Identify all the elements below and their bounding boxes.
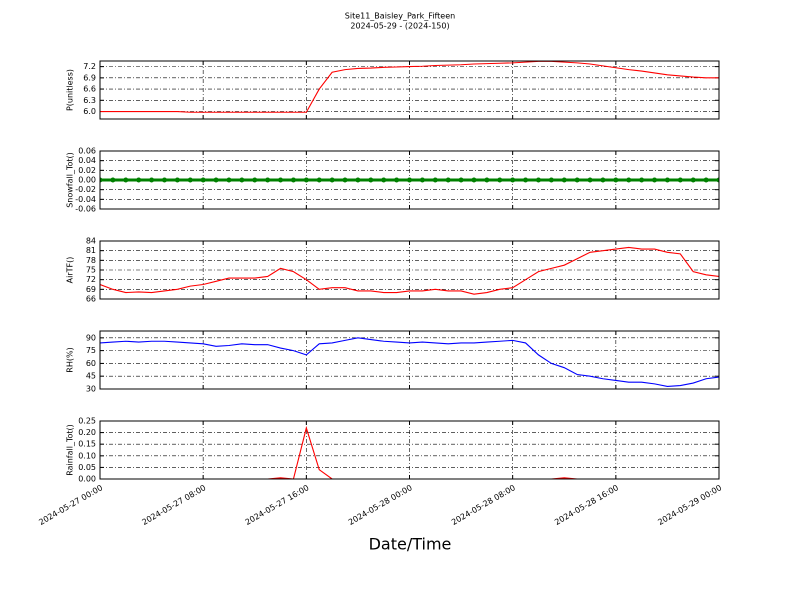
y-tick-label: 90 [86, 333, 96, 342]
y-tick-label: 78 [86, 256, 96, 265]
chart-title: Site11_Baisley_Park_Fifteen [345, 12, 455, 21]
data-point [561, 177, 567, 183]
y-tick-label: 60 [86, 359, 96, 368]
data-point [652, 177, 658, 183]
y-tick-label: -0.02 [75, 185, 96, 194]
data-point [716, 177, 719, 183]
y-tick-label: 0.04 [78, 156, 96, 165]
data-point [407, 177, 412, 183]
data-point [174, 177, 180, 183]
data-point [149, 177, 155, 183]
data-point [639, 177, 645, 183]
y-tick-label: 0.00 [78, 176, 96, 185]
data-point [523, 177, 529, 183]
y-tick-label: -0.06 [75, 205, 96, 214]
data-point [690, 177, 696, 183]
y-tick-label: 0.02 [78, 166, 96, 175]
y-tick-label: 0.05 [78, 463, 96, 472]
y-tick-label: 7.2 [83, 62, 96, 71]
y-tick-label: 6.0 [83, 107, 96, 116]
data-point [677, 177, 683, 183]
y-tick-label: 6.3 [83, 96, 96, 105]
data-point [290, 177, 296, 183]
data-point [278, 177, 284, 183]
data-point [484, 177, 490, 183]
y-tick-label: 0.25 [78, 417, 96, 426]
data-point [239, 177, 245, 183]
y-tick-label: 84 [86, 237, 96, 246]
data-point [497, 177, 503, 183]
data-point [265, 177, 271, 183]
data-point [110, 177, 116, 183]
y-axis-label: RH(%) [66, 347, 75, 372]
y-axis-label: Rainfall_Tot() [66, 424, 75, 476]
data-point [200, 177, 206, 183]
data-point [613, 177, 619, 183]
data-point [136, 177, 142, 183]
chart-subtitle: 2024-05-29 - (2024-150) [350, 22, 449, 31]
y-tick-label: -0.04 [75, 195, 96, 204]
plot-frame [99, 150, 720, 210]
y-tick-label: 45 [86, 372, 96, 381]
y-tick-label: 0.15 [78, 440, 96, 449]
plot-frame [99, 60, 720, 120]
y-axis-label: P(unitless) [66, 69, 75, 111]
y-tick-label: 66 [86, 295, 96, 304]
plot-frame [99, 330, 720, 390]
data-line [100, 337, 719, 387]
y-tick-label: 72 [86, 275, 96, 284]
y-tick-label: 75 [86, 346, 96, 355]
data-point [548, 177, 554, 183]
y-tick-label: 69 [86, 285, 96, 294]
data-point [252, 177, 258, 183]
y-tick-label: 6.9 [83, 73, 96, 82]
y-axis-label: AirTF() [66, 257, 75, 284]
data-line [100, 61, 719, 113]
data-point [471, 177, 477, 183]
data-point [226, 177, 232, 183]
data-point [664, 177, 670, 183]
data-point [703, 177, 709, 183]
data-point [458, 177, 464, 183]
plot-frame [99, 420, 720, 480]
data-point [432, 177, 438, 183]
data-point [187, 177, 193, 183]
data-point [329, 177, 335, 183]
data-point [626, 177, 632, 183]
data-point [394, 177, 400, 183]
data-point [587, 177, 593, 183]
data-point [510, 177, 516, 183]
data-point [419, 177, 425, 183]
x-axis-label: Date/Time [369, 535, 452, 554]
data-point [445, 177, 451, 183]
data-point [535, 177, 541, 183]
y-tick-label: 81 [86, 246, 96, 255]
data-point [355, 177, 361, 183]
data-point [342, 177, 348, 183]
y-tick-label: 0.00 [78, 475, 96, 484]
data-point [123, 177, 129, 183]
data-point [213, 177, 219, 183]
y-tick-label: 0.10 [78, 451, 96, 460]
y-tick-label: 0.20 [78, 428, 96, 437]
data-point [600, 177, 606, 183]
data-point [161, 177, 167, 183]
data-point [368, 177, 374, 183]
y-tick-label: 0.06 [78, 147, 96, 156]
y-axis-label: Snowfall_Tot() [66, 152, 75, 208]
data-point [574, 177, 580, 183]
data-point [100, 177, 103, 183]
y-tick-label: 30 [86, 385, 96, 394]
data-point [381, 177, 387, 183]
y-tick-label: 75 [86, 266, 96, 275]
data-point [316, 177, 322, 183]
data-point [303, 177, 309, 183]
plot-frame [99, 240, 720, 300]
y-tick-label: 6.6 [83, 85, 96, 94]
data-line [100, 246, 719, 295]
